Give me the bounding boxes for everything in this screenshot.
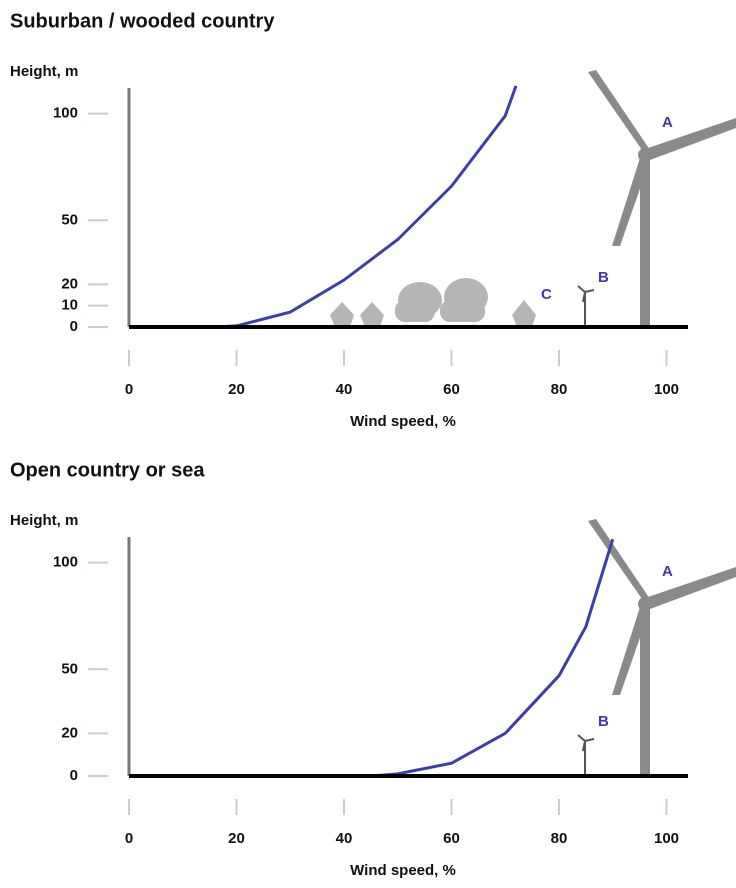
x-tick-label: 60 — [443, 381, 460, 398]
annotation: B — [598, 269, 609, 286]
chart-title: Open country or sea — [10, 459, 205, 481]
x-tick-label: 100 — [654, 381, 679, 398]
annotation: A — [662, 563, 673, 580]
y-tick-label: 20 — [61, 724, 78, 741]
turbine-b-2 — [578, 735, 594, 776]
x-tick-label: 40 — [336, 830, 353, 847]
y-tick-label: 10 — [61, 297, 78, 314]
chart-title: Suburban / wooded country — [10, 10, 275, 32]
x-tick-label: 60 — [443, 830, 460, 847]
x-tick-label: 80 — [551, 830, 568, 847]
y-tick-label: 0 — [70, 318, 78, 335]
y-tick-label: 100 — [53, 554, 78, 571]
x-tick-label: 20 — [228, 381, 245, 398]
wind-profile-line — [371, 539, 613, 776]
y-tick-label: 0 — [70, 767, 78, 784]
annotation: A — [662, 114, 673, 131]
chart: Suburban / wooded country Height, m Wind s… — [0, 0, 736, 883]
y-tick-label: 50 — [61, 660, 78, 677]
x-tick-label: 0 — [125, 830, 133, 847]
x-tick-label: 100 — [654, 830, 679, 847]
x-tick-label: 20 — [228, 830, 245, 847]
turbine-a — [588, 70, 736, 327]
annotation: B — [598, 713, 609, 730]
turbine-a-2 — [588, 519, 736, 776]
x-axis-label: Wind speed, % — [350, 413, 456, 430]
x-axis-label: Wind speed, % — [350, 862, 456, 879]
trees — [330, 278, 536, 327]
y-tick-label: 100 — [53, 105, 78, 122]
y-tick-label: 20 — [61, 275, 78, 292]
x-tick-label: 0 — [125, 381, 133, 398]
x-tick-label: 80 — [551, 381, 568, 398]
y-axis-label: Height, m — [10, 512, 78, 529]
turbine-b — [578, 286, 594, 327]
x-tick-label: 40 — [336, 381, 353, 398]
y-axis-label: Height, m — [10, 63, 78, 80]
annotation: C — [541, 286, 552, 303]
y-tick-label: 50 — [61, 211, 78, 228]
